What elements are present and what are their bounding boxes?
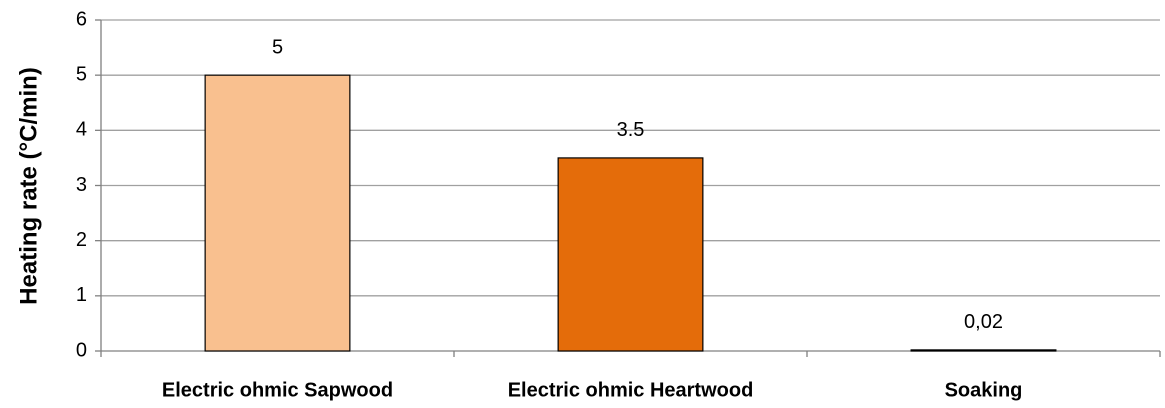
value-label: 3.5 (617, 119, 645, 141)
x-tick-label: Soaking (945, 379, 1023, 401)
y-tick-label: 6 (76, 8, 87, 30)
y-tick-label: 1 (76, 284, 87, 306)
value-label: 0,02 (964, 311, 1003, 333)
y-tick-label: 4 (76, 119, 87, 141)
y-tick-label: 5 (76, 63, 87, 85)
bar (910, 349, 1057, 352)
value-label: 5 (272, 36, 283, 58)
y-tick-label: 0 (76, 339, 87, 361)
x-tick-label: Electric ohmic Heartwood (508, 379, 754, 401)
bar (204, 74, 351, 352)
bar (557, 157, 704, 352)
y-tick-label: 3 (76, 174, 87, 196)
y-axis-label: Heating rate (°C/min) (15, 67, 42, 305)
x-tick-label: Electric ohmic Sapwood (162, 379, 393, 401)
y-tick-label: 2 (76, 229, 87, 251)
